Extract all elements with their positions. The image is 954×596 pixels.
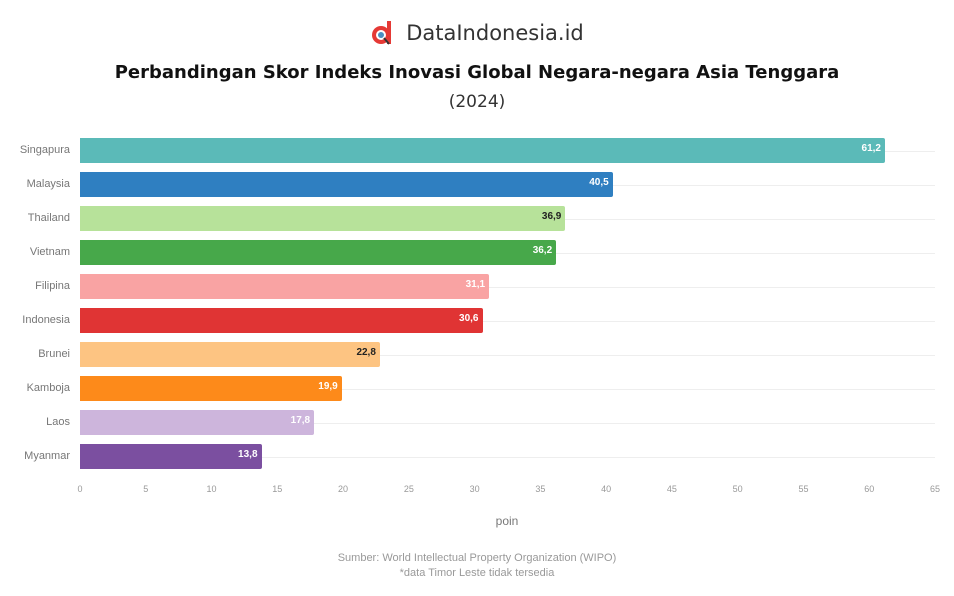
x-tick: 55 xyxy=(798,484,809,494)
y-label-malaysia: Malaysia xyxy=(26,178,70,190)
y-label-filipina: Filipina xyxy=(35,280,70,292)
y-label-thailand: Thailand xyxy=(27,212,70,224)
y-label-laos: Laos xyxy=(46,416,70,428)
x-tick: 40 xyxy=(601,484,612,494)
bar-myanmar[interactable]: 13,8 xyxy=(80,444,262,469)
x-tick: 0 xyxy=(77,484,83,494)
bar-indonesia[interactable]: 30,6 xyxy=(80,308,483,333)
y-label-singapura: Singapura xyxy=(19,144,70,156)
bar-thailand[interactable]: 36,9 xyxy=(80,206,566,231)
logo-icon xyxy=(370,20,396,46)
x-tick: 15 xyxy=(272,484,283,494)
bar-kamboja[interactable]: 19,9 xyxy=(80,376,342,401)
footer: Sumber: World Intellectual Property Orga… xyxy=(0,551,954,581)
data-note: *data Timor Leste tidak tersedia xyxy=(399,567,555,579)
y-label-brunei: Brunei xyxy=(38,348,70,360)
bar-value-label: 13,8 xyxy=(238,449,258,460)
bar-value-label: 19,9 xyxy=(318,381,338,392)
brand-header: DataIndonesia.id xyxy=(0,20,954,46)
x-tick: 20 xyxy=(338,484,349,494)
x-tick: 30 xyxy=(469,484,480,494)
source-note: Sumber: World Intellectual Property Orga… xyxy=(337,552,617,564)
x-tick: 5 xyxy=(143,484,149,494)
gridline xyxy=(80,355,935,356)
bar-value-label: 61,2 xyxy=(861,143,881,154)
bar-value-label: 22,8 xyxy=(356,347,376,358)
bar-value-label: 31,1 xyxy=(465,279,486,290)
chart-title: Perbandingan Skor Indeks Inovasi Global … xyxy=(114,62,840,83)
x-tick: 35 xyxy=(535,484,546,494)
gridline xyxy=(80,321,935,322)
brand-name: DataIndonesia.id xyxy=(406,21,584,45)
gridline xyxy=(80,287,935,288)
bar-value-label: 36,2 xyxy=(532,245,553,256)
x-tick: 50 xyxy=(732,484,743,494)
x-tick: 45 xyxy=(666,484,677,494)
bar-vietnam[interactable]: 36,2 xyxy=(80,240,557,265)
gridline xyxy=(80,389,935,390)
plot-area: 61,2 40,5 36,9 36,2 31,1 30,6 22,8 19,9 17,8 13,8 xyxy=(80,138,935,476)
bar-laos[interactable]: 17,8 xyxy=(80,410,315,435)
chart-subtitle: (2024) xyxy=(448,92,506,112)
bar-value-label: 30,6 xyxy=(459,313,479,324)
x-axis-label: poin xyxy=(495,514,519,528)
gridline xyxy=(80,423,935,424)
bar-malaysia[interactable]: 40,5 xyxy=(80,172,613,197)
bar-brunei[interactable]: 22,8 xyxy=(80,342,380,367)
y-label-kamboja: Kamboja xyxy=(26,382,70,394)
bar-value-label: 40,5 xyxy=(589,177,609,188)
y-label-myanmar: Myanmar xyxy=(24,450,70,462)
y-label-vietnam: Vietnam xyxy=(29,246,70,258)
gridline xyxy=(80,457,935,458)
bar-value-label: 17,8 xyxy=(290,415,311,426)
bar-filipina[interactable]: 31,1 xyxy=(80,274,490,299)
bar-value-label: 36,9 xyxy=(541,211,562,222)
y-label-indonesia: Indonesia xyxy=(22,314,70,326)
x-tick: 60 xyxy=(864,484,875,494)
x-tick: 10 xyxy=(206,484,217,494)
x-tick: 25 xyxy=(403,484,414,494)
x-tick: 65 xyxy=(929,484,941,494)
bar-singapura[interactable]: 61,2 xyxy=(80,138,885,163)
